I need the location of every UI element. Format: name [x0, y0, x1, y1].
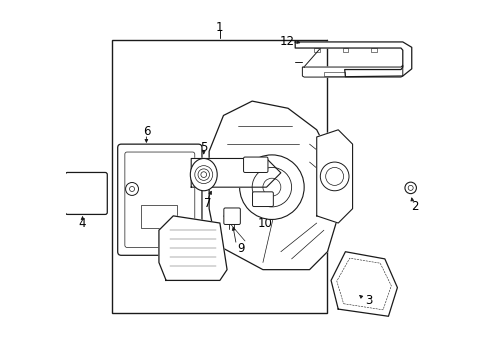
Polygon shape: [331, 252, 397, 316]
Polygon shape: [302, 65, 403, 77]
Text: 1: 1: [216, 21, 223, 34]
Circle shape: [320, 162, 349, 191]
Bar: [371, 48, 377, 52]
Text: 4: 4: [79, 216, 86, 230]
Text: 3: 3: [365, 294, 372, 307]
FancyBboxPatch shape: [252, 192, 273, 207]
Circle shape: [125, 183, 139, 195]
Text: 8: 8: [275, 159, 283, 172]
Text: 12: 12: [279, 35, 294, 49]
Polygon shape: [317, 130, 353, 223]
Text: 11: 11: [168, 260, 183, 273]
Polygon shape: [295, 42, 412, 77]
Bar: [314, 48, 319, 52]
Ellipse shape: [190, 158, 217, 191]
Text: 6: 6: [143, 125, 150, 138]
Text: 2: 2: [412, 201, 419, 213]
Polygon shape: [159, 216, 227, 280]
FancyBboxPatch shape: [244, 157, 268, 172]
Polygon shape: [191, 158, 281, 187]
Text: 7: 7: [204, 197, 211, 210]
Bar: [324, 72, 345, 76]
FancyBboxPatch shape: [118, 144, 202, 255]
Polygon shape: [209, 101, 338, 270]
Text: 9: 9: [238, 242, 245, 255]
Circle shape: [405, 182, 416, 194]
Text: 10: 10: [257, 216, 272, 230]
Text: 5: 5: [200, 141, 207, 154]
Bar: [141, 205, 177, 228]
FancyBboxPatch shape: [65, 172, 107, 215]
FancyBboxPatch shape: [224, 208, 240, 225]
Bar: [112, 40, 327, 313]
Circle shape: [240, 155, 304, 220]
Bar: [343, 48, 348, 52]
